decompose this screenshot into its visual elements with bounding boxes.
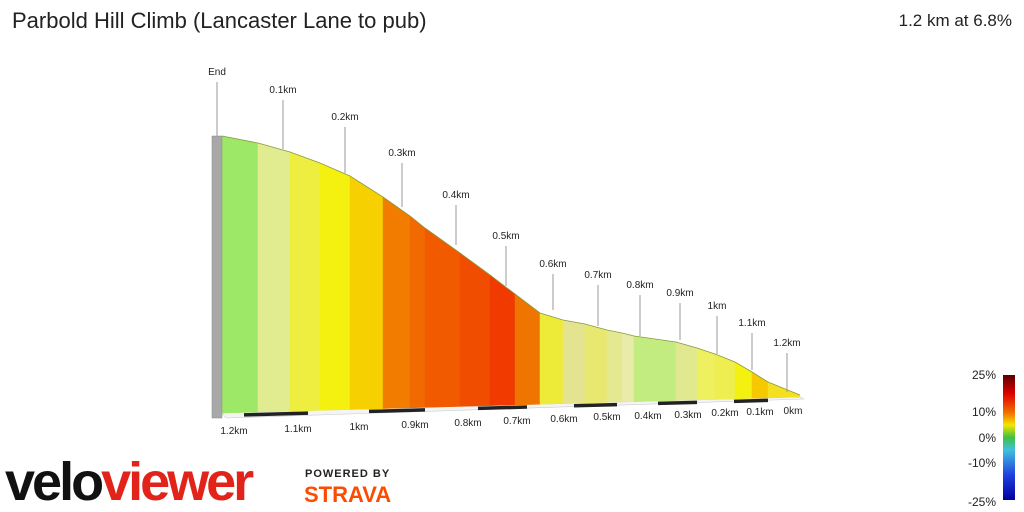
strava: STRAVA [304, 482, 391, 507]
base-distance-label: 0.9km [401, 420, 428, 431]
profile-segment [562, 319, 586, 404]
base-dash [573, 402, 618, 408]
distance-label: 0.6km [539, 259, 566, 270]
profile-segment [319, 162, 351, 411]
profile-segment [696, 347, 716, 401]
distance-label: 1.1km [738, 318, 765, 329]
profile-segment [349, 175, 384, 410]
title: Parbold Hill Climb (Lancaster Lane to pu… [12, 8, 427, 33]
distance-label: 0.7km [584, 270, 611, 281]
legend: 25% 10% 0% -10% -25% [968, 368, 1015, 509]
distance-label: End [208, 67, 226, 78]
base-dash [733, 398, 769, 404]
profile-segment [621, 332, 635, 403]
distance-label: 0.4km [442, 190, 469, 201]
distance-label: 0.5km [492, 231, 519, 242]
base-distance-label: 0.5km [593, 412, 620, 423]
profile-segment [459, 252, 491, 407]
logo-viewer: viewer [101, 452, 254, 512]
base-distance-label: 0.4km [634, 411, 661, 422]
base-distance-label: 1km [350, 422, 369, 433]
base-distance-label: 0.8km [454, 418, 481, 429]
base-distance-label: 0.3km [674, 410, 701, 421]
base-distance-label: 0.2km [711, 408, 738, 419]
base-distance-label: 0km [784, 406, 803, 417]
profile-segment [489, 274, 516, 406]
base-dash [477, 405, 528, 411]
profile-segment [767, 381, 801, 399]
base-dash [657, 400, 698, 406]
profile-segment [221, 135, 259, 414]
legend-tick-label: 25% [972, 368, 996, 382]
profile: End 0.1km 0.2km 0.3km 0.4km 0.5km 0.6km 0.7km 0.… [208, 67, 805, 437]
distance-label: 0.1km [269, 85, 296, 96]
profile-segment [409, 215, 426, 409]
profile-segment [584, 323, 608, 404]
profile-segment [539, 312, 564, 405]
legend-tick-label: 10% [972, 405, 996, 419]
base-distance-label: 0.7km [503, 416, 530, 427]
distance-label: 0.2km [331, 112, 358, 123]
summary: 1.2 km at 6.8% [899, 11, 1012, 30]
end-plate [211, 135, 223, 419]
gradient-bar [1003, 375, 1015, 500]
profile-segment [424, 227, 461, 408]
legend-tick-label: -25% [968, 495, 996, 509]
profile-segment [382, 196, 411, 409]
distance-label: 0.3km [388, 148, 415, 159]
profile-segment [734, 361, 753, 400]
powered-by: POWERED BY [305, 468, 390, 480]
distance-label: 1.2km [773, 338, 800, 349]
profile-segment [751, 371, 769, 399]
base-dash [243, 411, 309, 417]
profile-segment [257, 142, 291, 413]
profile-segment [633, 335, 677, 402]
base-dash [368, 408, 426, 414]
base-distance-label: 1.1km [284, 424, 311, 435]
logo: veloviewer [5, 452, 254, 512]
profile-segment [289, 151, 321, 412]
base-distance-label: 0.6km [550, 414, 577, 425]
logo-velo: velo [5, 452, 102, 512]
profile-outline [221, 135, 801, 396]
legend-tick-label: 0% [979, 431, 997, 445]
profile-segment [606, 329, 623, 403]
distance-label: 1km [708, 301, 727, 312]
base-distance-label: 1.2km [220, 426, 247, 437]
profile-segment [675, 341, 698, 401]
base-distance-label: 0.1km [746, 407, 773, 418]
distance-label: 0.9km [666, 288, 693, 299]
distance-label: 0.8km [626, 280, 653, 291]
legend-tick-label: -10% [968, 456, 996, 470]
